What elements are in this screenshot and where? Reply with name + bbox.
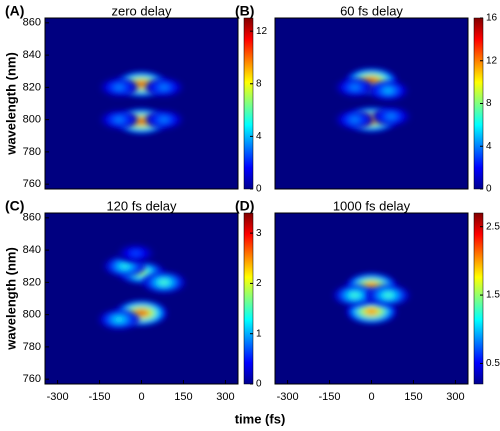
spot-level (117, 86, 122, 89)
y-tick-label: 800 (23, 309, 41, 321)
colorbar-tick-label: 12 (486, 55, 498, 66)
spot-level (368, 284, 375, 287)
y-tick-label: 760 (23, 373, 41, 385)
spot (118, 244, 154, 263)
x-tick-label: -300 (47, 391, 69, 403)
heatmap-background (275, 18, 468, 189)
y-axis-label: wavelength (nm) (3, 52, 18, 156)
colorbar-tick-label: 1 (256, 328, 262, 339)
spot-level (138, 311, 145, 315)
colorbar (473, 212, 484, 385)
spot-level (161, 118, 166, 121)
frame (274, 17, 469, 190)
colorbar-tick-label: 2.5 (486, 221, 500, 232)
panel-label: (B) (235, 3, 254, 19)
panel-title: 120 fs delay (106, 198, 177, 213)
y-tick-label: 840 (23, 244, 41, 256)
x-tick-label: 0 (138, 391, 144, 403)
spot-level (368, 310, 375, 313)
colorbar-tick-label: 4 (256, 131, 262, 142)
heatmap (335, 68, 410, 133)
colorbar-tick-label: 2 (256, 278, 262, 289)
panel-label: (A) (5, 3, 24, 19)
spot-level (133, 252, 138, 255)
spot (100, 110, 138, 130)
y-tick-label: 860 (23, 17, 41, 29)
spot-level (138, 119, 145, 123)
y-tick-label: 820 (23, 81, 41, 93)
spot (367, 284, 410, 306)
colorbar-tick-label: 0.5 (486, 358, 500, 369)
spot-level (122, 265, 128, 268)
heatmap-background (45, 18, 238, 189)
spot-level (352, 118, 357, 121)
spot (372, 106, 410, 126)
colorbar-tick-label: 8 (256, 78, 262, 89)
x-tick-label: -150 (319, 391, 341, 403)
x-tick-label: 300 (446, 391, 464, 403)
spot (335, 110, 374, 130)
heatmap (100, 71, 183, 134)
spot-level (386, 89, 391, 92)
x-tick-label: 0 (368, 391, 374, 403)
panel-title: 1000 fs delay (333, 198, 411, 213)
x-tick-label: 300 (216, 391, 234, 403)
y-tick-label: 860 (23, 212, 41, 224)
spot-level (161, 86, 166, 89)
colorbar-tick-label: 0 (486, 184, 492, 195)
spot (100, 77, 138, 97)
spot-level (161, 281, 167, 284)
x-tick-label: -300 (277, 391, 299, 403)
x-tick-label: 150 (404, 391, 422, 403)
spot (145, 77, 183, 97)
spot (333, 284, 376, 306)
colorbar-tick-label: 8 (486, 98, 492, 109)
y-tick-label: 760 (23, 178, 41, 190)
panel-title: zero delay (112, 3, 172, 18)
spot (98, 309, 140, 330)
colorbar (243, 212, 254, 385)
spot-level (117, 118, 122, 121)
panel-label: (C) (5, 198, 24, 214)
colorbar-tick-label: 0 (256, 184, 262, 195)
heatmap (98, 244, 186, 330)
x-tick-label: 150 (174, 391, 192, 403)
y-axis-label: wavelength (nm) (3, 247, 18, 351)
spot (145, 110, 183, 130)
spot-level (352, 86, 357, 89)
spot-level (352, 294, 358, 297)
colorbar-tick-label: 12 (256, 26, 268, 37)
y-tick-label: 780 (23, 341, 41, 353)
spot (335, 77, 374, 97)
x-tick-label: -150 (89, 391, 111, 403)
frame (44, 17, 239, 190)
spot-level (368, 79, 375, 83)
y-tick-label: 820 (23, 276, 41, 288)
panel-label: (D) (235, 198, 254, 214)
colorbar-tick-label: 0 (256, 379, 262, 390)
panel-title: 60 fs delay (340, 3, 403, 18)
colorbar-tick-label: 1.5 (486, 290, 500, 301)
colorbar (243, 17, 254, 190)
heatmap (333, 273, 410, 324)
spot-level (116, 318, 122, 321)
spot (142, 271, 186, 294)
x-axis-label: time (fs) (235, 411, 286, 426)
colorbar-tick-label: 4 (486, 141, 492, 152)
spot-level (138, 82, 145, 86)
y-tick-label: 840 (23, 49, 41, 61)
spot-level (388, 115, 394, 118)
y-tick-label: 800 (23, 114, 41, 126)
colorbar-tick-label: 3 (256, 228, 262, 239)
heatmap-background (45, 213, 238, 384)
spot-level (385, 294, 391, 297)
colorbar-tick-label: 16 (486, 13, 498, 24)
spot (368, 80, 408, 101)
y-tick-label: 780 (23, 146, 41, 158)
